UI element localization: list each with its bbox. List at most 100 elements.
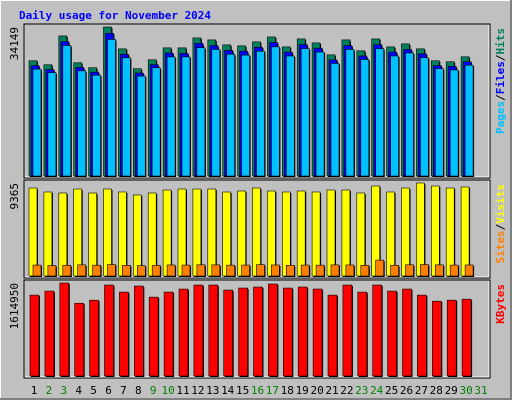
x-tick-label: 13: [206, 384, 219, 397]
legend-entry: Pages: [494, 101, 507, 134]
bar: [297, 286, 308, 377]
bar: [122, 57, 131, 177]
bar: [73, 188, 82, 277]
bar: [402, 288, 412, 377]
bar: [166, 264, 176, 277]
y-tick-label: 1614950: [8, 283, 21, 329]
x-tick-label: 24: [370, 384, 384, 397]
bar: [405, 52, 414, 177]
bar: [211, 49, 221, 177]
bar: [446, 299, 457, 377]
x-tick-label: 9: [150, 384, 157, 397]
bar: [237, 190, 246, 277]
bar: [420, 57, 429, 177]
legend-separator: /: [494, 94, 507, 101]
bar: [312, 288, 323, 377]
bar: [356, 192, 366, 277]
bar: [122, 265, 131, 277]
x-tick-label: 26: [400, 384, 413, 397]
bar: [32, 68, 42, 177]
x-tick-label: 16: [251, 384, 264, 397]
legend-separator: /: [494, 54, 507, 61]
bar: [166, 56, 176, 177]
bar: [238, 287, 248, 377]
legend: KBytes: [494, 284, 507, 324]
bar: [390, 264, 399, 277]
bar: [207, 188, 217, 277]
bar: [77, 264, 86, 277]
legend-entry: Files: [494, 61, 507, 94]
bar: [327, 294, 338, 377]
bar: [178, 288, 189, 377]
x-tick-label: 30: [459, 384, 472, 397]
bar: [92, 264, 101, 277]
x-tick-label: 8: [135, 384, 142, 397]
bar: [445, 187, 455, 277]
bar: [315, 51, 325, 177]
bar: [296, 190, 306, 277]
bar: [464, 264, 474, 277]
bar: [151, 265, 161, 277]
bar: [137, 75, 146, 177]
bar: [360, 265, 370, 277]
bar: [148, 296, 159, 377]
x-tick-label: 3: [60, 384, 67, 397]
x-tick-label: 23: [355, 384, 368, 397]
legend-entry: Hits: [494, 28, 507, 55]
bar: [401, 187, 410, 277]
bar: [285, 55, 295, 177]
x-tick-label: 6: [105, 384, 112, 397]
bar: [330, 264, 340, 277]
legend-entry: Visits: [494, 184, 507, 224]
bar: [241, 54, 250, 177]
x-tick-label: 1: [31, 384, 38, 397]
bar: [360, 59, 370, 177]
bar: [211, 264, 221, 277]
bar: [268, 283, 278, 377]
x-tick-label: 27: [415, 384, 428, 397]
x-tick-label: 5: [90, 384, 97, 397]
bar: [434, 264, 444, 277]
bar: [47, 72, 57, 177]
x-tick-label: 28: [430, 384, 443, 397]
x-tick-label: 19: [296, 384, 309, 397]
bar: [241, 264, 250, 277]
bar: [89, 299, 99, 377]
bar: [460, 186, 470, 277]
bar: [300, 264, 310, 277]
bar: [44, 290, 55, 377]
bar: [193, 284, 204, 377]
x-tick-label: 31: [474, 384, 487, 397]
x-tick-label: 7: [120, 384, 127, 397]
bar: [420, 264, 429, 277]
bar: [405, 264, 414, 277]
legend: Sites/Visits: [494, 184, 507, 264]
bar: [390, 55, 399, 177]
bar: [196, 264, 206, 277]
bar: [163, 291, 174, 377]
bar: [62, 264, 72, 277]
bar: [58, 192, 68, 277]
bar: [282, 287, 293, 377]
bar: [330, 63, 340, 177]
bar: [119, 291, 129, 377]
bar: [430, 185, 440, 277]
bar: [431, 300, 442, 377]
bar: [222, 191, 231, 277]
bar: [311, 191, 321, 277]
legend-entry: Sites: [494, 230, 507, 263]
bar: [77, 70, 86, 177]
bar: [285, 264, 295, 277]
bar: [357, 291, 368, 377]
bar: [375, 48, 385, 177]
x-tick-label: 22: [340, 384, 353, 397]
bar: [341, 189, 351, 277]
legend-separator: /: [494, 223, 507, 230]
bar: [181, 56, 191, 177]
x-tick-label: 25: [385, 384, 398, 397]
bar: [88, 192, 97, 277]
x-tick-label: 2: [46, 384, 53, 397]
x-tick-label: 4: [75, 384, 82, 397]
bar: [386, 191, 395, 277]
